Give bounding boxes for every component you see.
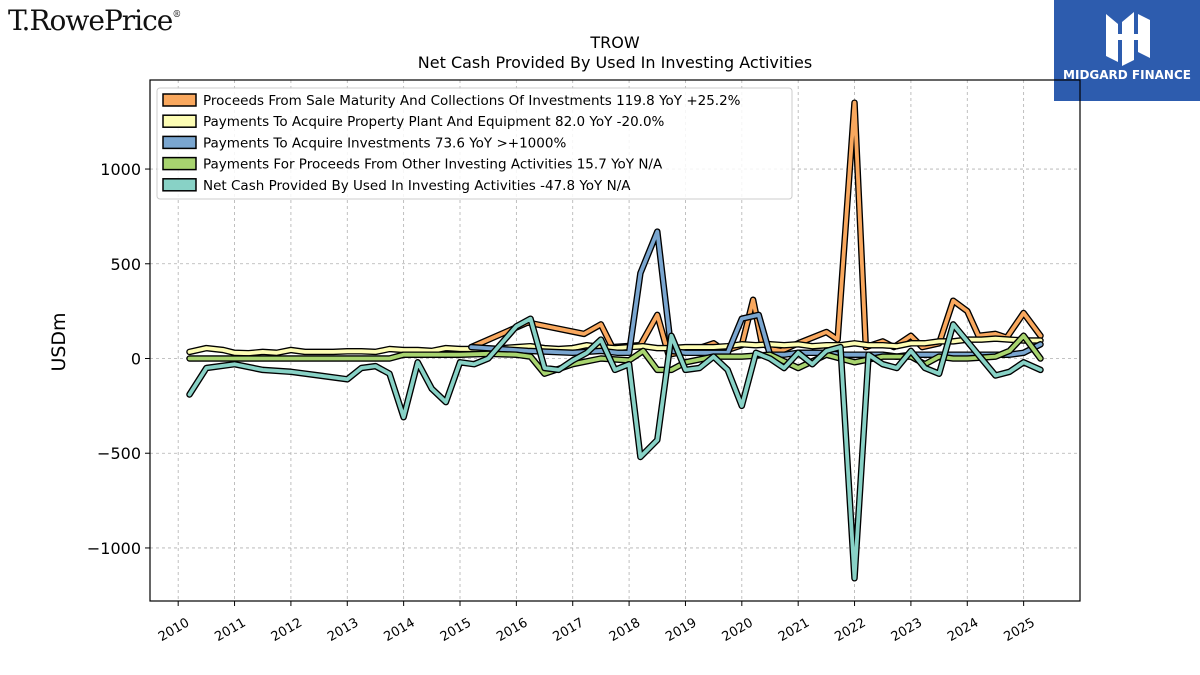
x-tick-label: 2021 bbox=[776, 615, 812, 645]
chart-subtitle: Net Cash Provided By Used In Investing A… bbox=[418, 53, 812, 72]
x-tick-label: 2016 bbox=[494, 615, 530, 645]
legend: Proceeds From Sale Maturity And Collecti… bbox=[156, 87, 793, 200]
axes: 2010 2011 2012 2013 2014 2015 2016 2017 2018 2019… bbox=[87, 160, 1038, 645]
x-tick-label: 2014 bbox=[381, 615, 417, 645]
x-tick-label: 2022 bbox=[832, 615, 868, 645]
y-tick-label: −500 bbox=[97, 444, 141, 463]
x-tick-label: 2020 bbox=[720, 615, 756, 645]
legend-label-1: Proceeds From Sale Maturity And Collecti… bbox=[203, 93, 741, 109]
chart-title: TROW bbox=[589, 33, 639, 52]
legend-swatch-3 bbox=[162, 135, 197, 150]
x-tick-label: 2012 bbox=[269, 615, 305, 645]
legend-swatch-4 bbox=[162, 156, 197, 171]
series-5 bbox=[186, 315, 1044, 582]
x-tick-label: 2010 bbox=[156, 615, 192, 645]
x-tick-label: 2024 bbox=[945, 615, 981, 645]
plot-frame bbox=[149, 79, 1081, 602]
x-tick-label: 2011 bbox=[212, 615, 248, 645]
x-tick-label: 2013 bbox=[325, 615, 361, 645]
midgard-mark-icon bbox=[1106, 12, 1150, 66]
legend-swatch-2 bbox=[162, 114, 197, 128]
legend-label-2: Payments To Acquire Property Plant And E… bbox=[203, 114, 665, 130]
x-tick-label: 2018 bbox=[607, 615, 643, 645]
series-2-line bbox=[187, 336, 1043, 356]
series-2 bbox=[186, 335, 1044, 357]
y-tick-label: −1000 bbox=[87, 539, 141, 558]
y-axis-label: USDm bbox=[48, 312, 70, 371]
y-tick-label: 500 bbox=[110, 255, 141, 274]
trowe-price-logo: T.RowePrice® bbox=[8, 4, 181, 37]
x-tick-label: 2025 bbox=[1001, 615, 1037, 645]
series-layer bbox=[186, 99, 1044, 582]
y-tick-label: 0 bbox=[131, 349, 141, 368]
legend-label-3: Payments To Acquire Investments 73.6 YoY… bbox=[203, 135, 566, 151]
registered-mark: ® bbox=[172, 10, 181, 20]
x-tick-label: 2015 bbox=[438, 615, 474, 645]
legend-box bbox=[156, 87, 793, 200]
legend-swatch-1 bbox=[162, 93, 197, 107]
y-tick-label: 1000 bbox=[100, 160, 141, 179]
series-3 bbox=[468, 228, 1044, 360]
legend-label-5: Net Cash Provided By Used In Investing A… bbox=[203, 178, 631, 194]
x-tick-label: 2019 bbox=[663, 615, 699, 645]
legend-swatch-5 bbox=[162, 178, 197, 192]
series-5-line bbox=[187, 316, 1043, 581]
midgard-finance-text: MIDGARD FINANCE bbox=[1063, 68, 1191, 82]
x-tick-label: 2017 bbox=[551, 615, 587, 645]
trowe-price-logo-text: T.RowePrice bbox=[8, 4, 173, 37]
midgard-finance-logo: MIDGARD FINANCE bbox=[1054, 0, 1200, 101]
series-3-outline bbox=[468, 228, 1044, 360]
x-tick-label: 2023 bbox=[889, 615, 925, 645]
legend-label-4: Payments For Proceeds From Other Investi… bbox=[203, 157, 663, 173]
series-3-line bbox=[469, 229, 1043, 359]
